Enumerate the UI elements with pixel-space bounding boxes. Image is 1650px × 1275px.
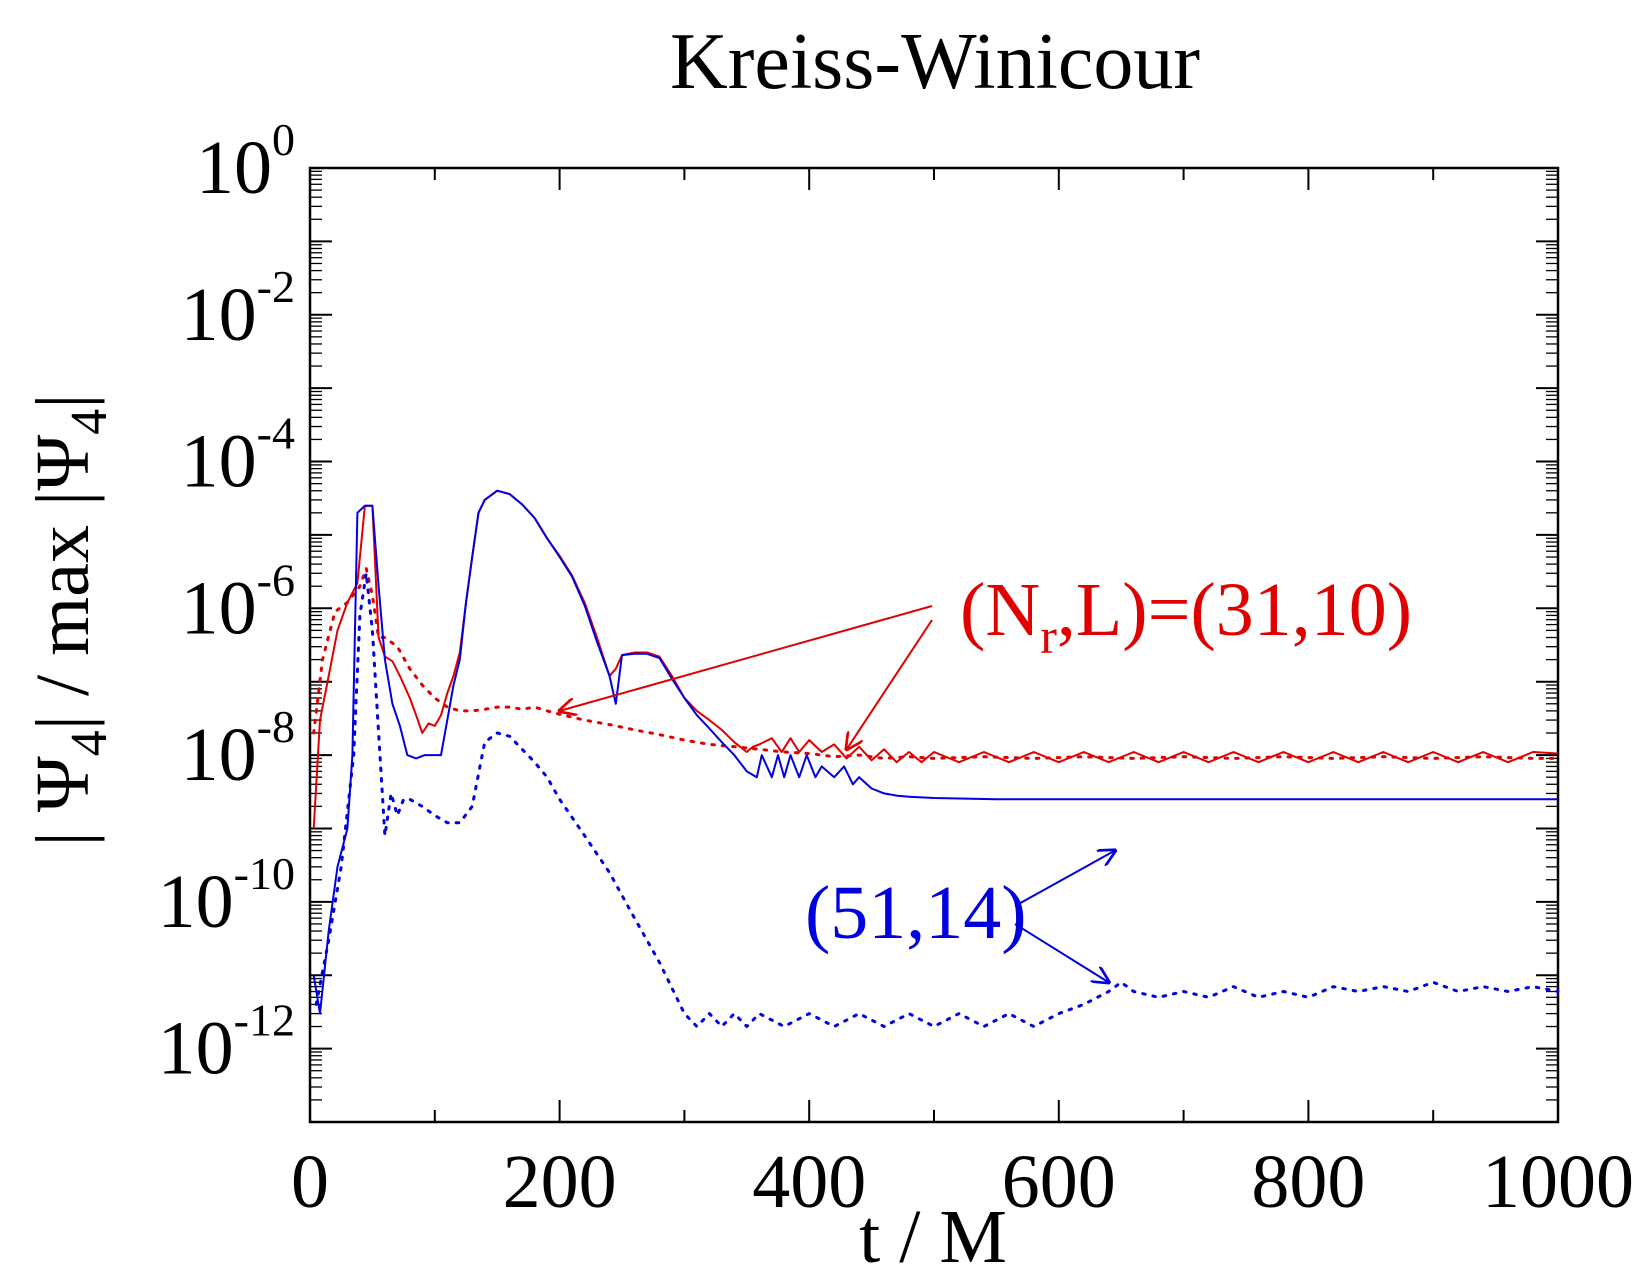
y-tick-base: 10	[181, 420, 257, 504]
annotation-text-post: ,L)=(31,10)	[1057, 568, 1412, 652]
y-tick-label: 10-2	[181, 261, 295, 357]
annotation-arrow-1-1	[560, 605, 933, 711]
axis-ticks: 0 200 400 600 800 100010010-210-410-610-810-1…	[158, 114, 1634, 1224]
y-tick-label: 10-4	[181, 408, 295, 504]
y-tick-exponent: -4	[257, 408, 295, 459]
y-axis-label-sub1: 4	[61, 730, 118, 756]
y-tick-exponent: -6	[257, 554, 295, 605]
series-group	[312, 489, 1560, 1028]
y-tick-base: 10	[158, 1007, 234, 1091]
annotation-text-pre: (51,14)	[805, 871, 1027, 955]
x-tick-label: 400	[752, 1140, 866, 1224]
annotation-arrow-1-2	[847, 619, 933, 749]
x-tick-label: 0	[291, 1140, 329, 1224]
y-axis-label-sub2: 4	[61, 409, 118, 435]
y-tick-base: 10	[196, 126, 272, 210]
y-axis-label-mid: | / max |Ψ	[21, 435, 105, 730]
annotation-text-sub: r	[1040, 608, 1057, 664]
chart-title: Kreiss-Winicour	[670, 18, 1200, 106]
y-axis-label-pre: | Ψ	[21, 756, 105, 846]
x-tick-label: 600	[1002, 1140, 1116, 1224]
y-axis-label-post: |	[21, 394, 105, 409]
annotations-group: (Nr,L)=(31,10) (51,14)	[560, 568, 1412, 982]
y-tick-label: 100	[196, 114, 295, 210]
y-tick-base: 10	[181, 566, 257, 650]
annotation-text-pre: (N	[960, 568, 1040, 652]
y-tick-exponent: -8	[257, 701, 295, 752]
y-tick-exponent: -10	[234, 848, 295, 899]
x-axis-label: t / M	[859, 1195, 1007, 1275]
annotation-arrow-2-1	[1014, 851, 1115, 907]
series-line-1-solid	[312, 489, 1559, 829]
annotation-label-2: (51,14)	[805, 871, 1027, 955]
y-axis-label: | Ψ4| / max |Ψ4|	[21, 394, 118, 847]
y-tick-base: 10	[181, 273, 257, 357]
x-tick-label: 1000	[1482, 1140, 1634, 1224]
annotation-label-1: (Nr,L)=(31,10)	[960, 568, 1412, 664]
y-tick-label: 10-12	[158, 995, 295, 1091]
y-tick-label: 10-8	[181, 701, 295, 797]
y-tick-label: 10-6	[181, 554, 295, 650]
svg-text:| Ψ4| / max |Ψ4|: | Ψ4| / max |Ψ4|	[21, 394, 118, 847]
x-tick-label: 200	[503, 1140, 617, 1224]
y-tick-label: 10-10	[158, 848, 295, 944]
annotation-arrow-2-2	[1014, 923, 1109, 982]
x-tick-label: 800	[1251, 1140, 1365, 1224]
series-line-3-solid	[312, 489, 1558, 1015]
y-tick-base: 10	[181, 713, 257, 797]
series-line-4-dotted	[314, 571, 1560, 1028]
y-tick-exponent: -2	[257, 261, 295, 312]
y-tick-exponent: -12	[234, 995, 295, 1046]
y-tick-base: 10	[158, 860, 234, 944]
y-tick-exponent: 0	[272, 114, 295, 165]
